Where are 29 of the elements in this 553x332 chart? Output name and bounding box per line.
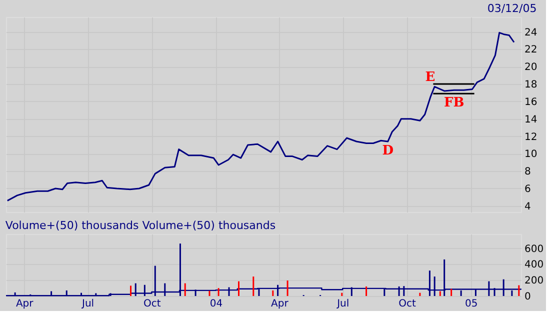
line-series — [6, 32, 515, 202]
x-tick-label: Apr — [271, 298, 290, 310]
y-tick-label: 0 — [524, 292, 531, 302]
y-tick-label: 24 — [524, 27, 538, 38]
y-tick-label: 16 — [524, 96, 538, 108]
x-tick-label: Oct — [398, 298, 416, 310]
y-tick-label: 600 — [524, 244, 544, 255]
x-tick-label: Oct — [144, 298, 161, 310]
x-tick-label: Jul — [80, 298, 94, 310]
y-tick-label: 12 — [524, 132, 538, 143]
y-tick-label: 20 — [524, 62, 538, 74]
y-tick-label: 14 — [524, 114, 538, 126]
y-tick-label: 400 — [524, 260, 544, 271]
y-tick-label: 200 — [524, 276, 544, 287]
x-tick-label: 04 — [210, 298, 223, 310]
y-tick-label: 22 — [524, 44, 538, 56]
x-tick-label: Jul — [336, 298, 350, 310]
y-tick-label: 18 — [524, 80, 538, 91]
x-tick-label: Apr — [16, 298, 34, 310]
text: 03/12/05 — [487, 2, 537, 15]
chart-title: Volume+(50) thousands Volume+(50) thousands — [5, 219, 276, 232]
annotation: FB — [444, 96, 464, 111]
y-tick-label: 4 — [524, 201, 531, 212]
annotation: E — [425, 70, 436, 86]
y-tick-label: 8 — [524, 166, 531, 178]
x-tick-label: 05 — [464, 298, 478, 310]
y-tick-label: 10 — [524, 149, 538, 160]
y-tick-label: 6 — [524, 184, 531, 195]
annotation: D — [382, 143, 394, 158]
